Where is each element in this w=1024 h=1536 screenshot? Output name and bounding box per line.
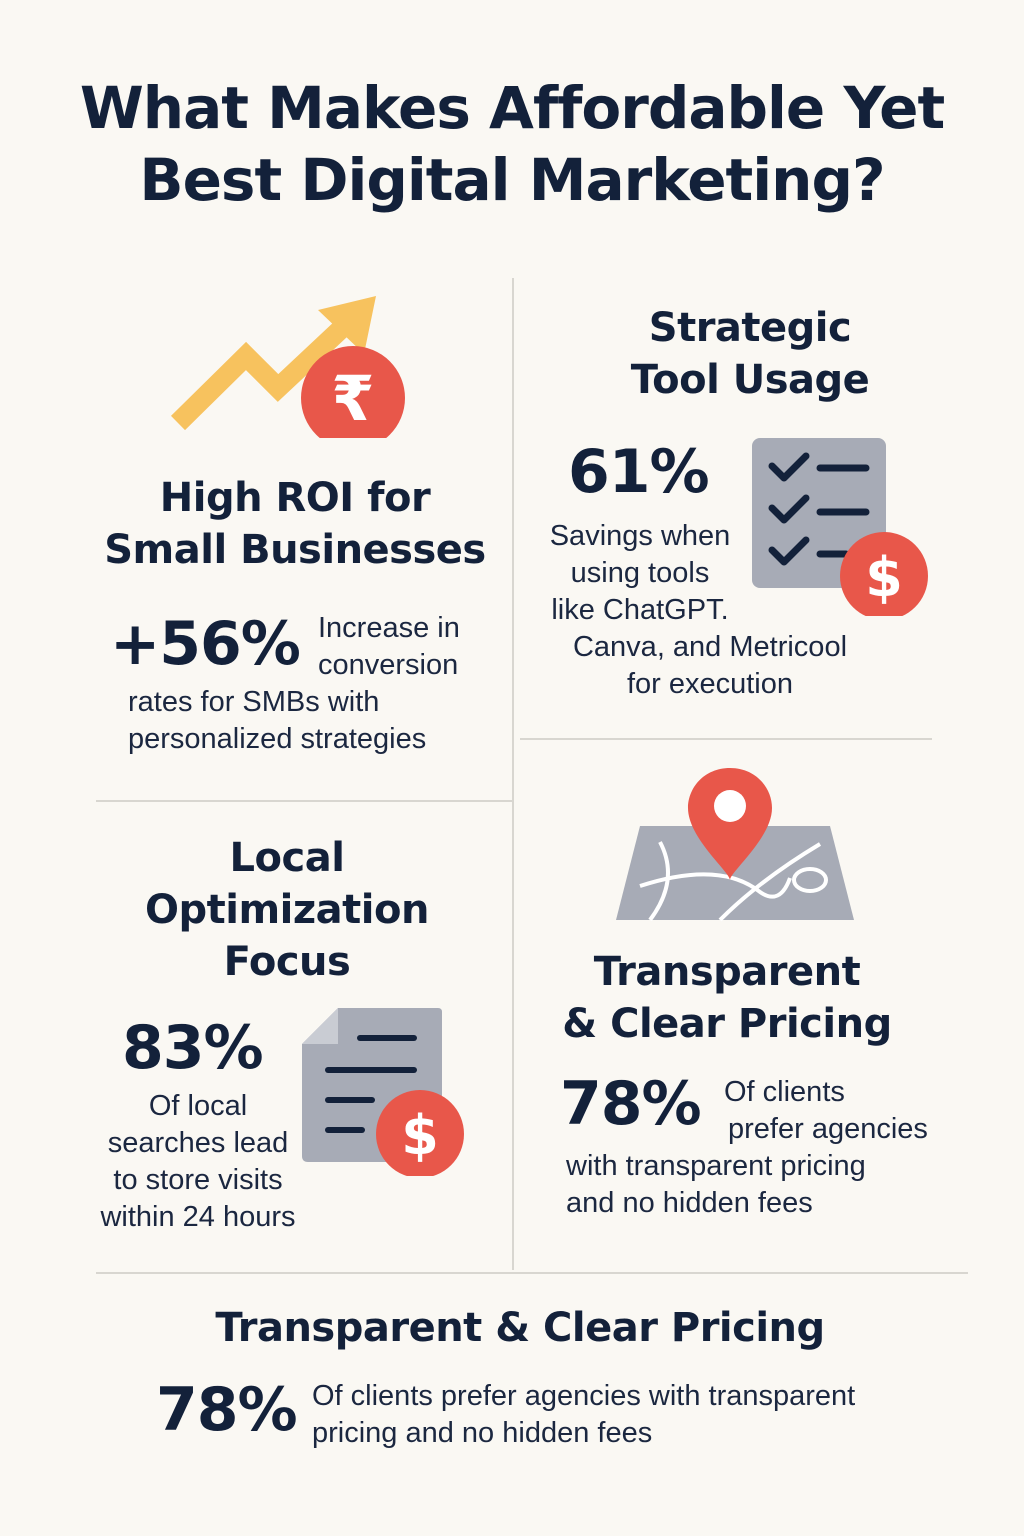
svg-text:$: $ [401, 1104, 439, 1167]
pricing-heading: Transparent & Clear Pricing [562, 949, 892, 1047]
local-stat: 83% [122, 1013, 264, 1083]
pricing-desc-bottom: with transparent pricing and no hidden f… [566, 1150, 866, 1219]
roi-illustration: ₹ [168, 288, 418, 438]
page-title: What Makes Affordable Yet Best Digital M… [0, 72, 1024, 216]
tools-stat: 61% [568, 437, 710, 507]
local-desc: Of local searches lead to store visits w… [100, 1090, 296, 1233]
dollar-coin-icon: $ [840, 532, 928, 616]
tools-desc-top: Savings when using tools like ChatGPT. [549, 520, 731, 626]
location-pin-icon [688, 768, 772, 880]
bottom-desc: Of clients prefer agencies with transpar… [312, 1380, 856, 1449]
local-illustration: $ [298, 1006, 468, 1176]
roi-desc-top: Increase in conversion [318, 612, 460, 681]
title-line-1: What Makes Affordable Yet [79, 74, 945, 142]
tools-illustration: $ [750, 436, 930, 616]
pricing-section: Transparent & Clear Pricing 78% Of clien… [520, 760, 960, 1240]
bottom-stat: 78% [156, 1375, 298, 1445]
pricing-illustration [610, 760, 860, 930]
pricing-desc-top: Of clients prefer agencies [724, 1076, 928, 1145]
dollar-coin-icon: $ [376, 1090, 464, 1176]
tools-section: Strategic Tool Usage 61% $ Savings when … [520, 300, 960, 720]
trend-arrow-icon [170, 296, 376, 431]
title-line-2: Best Digital Marketing? [139, 146, 885, 214]
divider-bottom [96, 1272, 968, 1274]
roi-section: ₹ High ROI for Small Businesses +56% Inc… [80, 280, 510, 790]
svg-text:$: $ [865, 546, 903, 609]
svg-text:₹: ₹ [331, 362, 374, 435]
local-heading: Local Optimization Focus [145, 835, 429, 985]
divider-vertical [512, 278, 514, 1270]
bottom-heading: Transparent & Clear Pricing [215, 1305, 825, 1351]
divider-left-middle [96, 800, 512, 802]
local-section: Local Optimization Focus 83% $ Of local … [80, 830, 500, 1250]
pricing-stat: 78% [560, 1069, 702, 1139]
divider-right-middle [520, 738, 932, 740]
rupee-coin-icon: ₹ [301, 346, 405, 438]
roi-heading: High ROI for Small Businesses [104, 475, 486, 573]
roi-stat: +56% [110, 609, 301, 679]
map-icon [616, 826, 854, 922]
tools-desc-bottom: Canva, and Metricool for execution [572, 631, 848, 700]
tools-heading: Strategic Tool Usage [630, 305, 870, 403]
roi-desc-bottom: rates for SMBs with personalized strateg… [128, 686, 427, 755]
